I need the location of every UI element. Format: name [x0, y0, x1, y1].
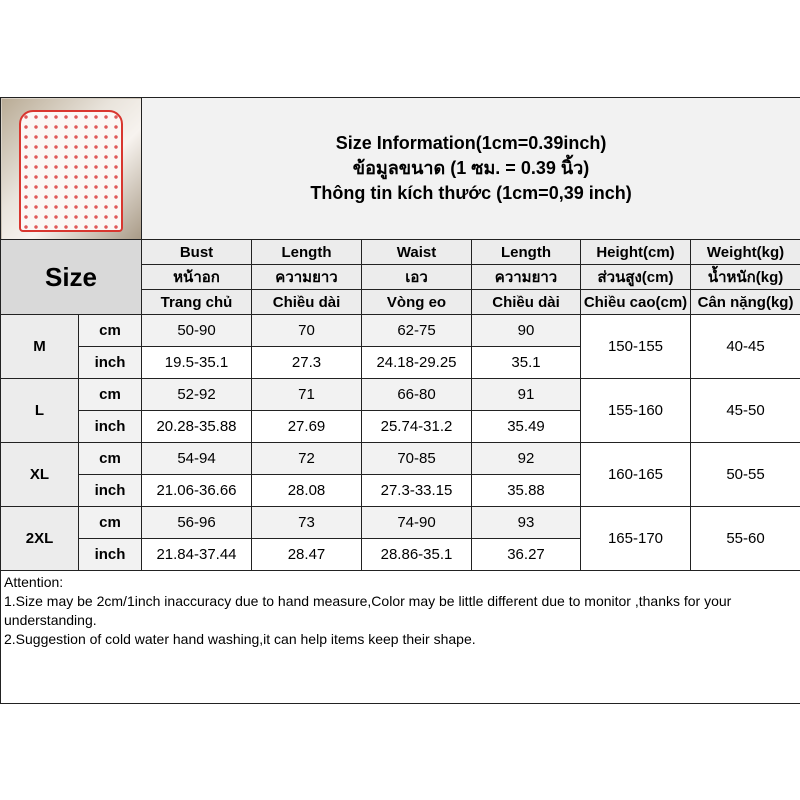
column-header: น้ำหนัก(kg) [689, 264, 800, 290]
measurement-cell: 28.08 [251, 474, 362, 507]
unit-label: cm [78, 442, 142, 475]
title-vi: Thông tin kích thước (1cm=0,39 inch) [310, 183, 632, 203]
measurement-cell: 27.3 [251, 346, 362, 379]
measurement-cell: 27.3-33.15 [361, 474, 472, 507]
title-th: ข้อมูลขนาด (1 ซม. = 0.39 นิ้ว) [352, 158, 590, 178]
measurement-cell: 21.84-37.44 [141, 538, 252, 571]
column-header: Length [471, 239, 581, 265]
attention-line: Attention: [4, 574, 64, 590]
column-header: เอว [361, 264, 472, 290]
column-header: Length [251, 239, 362, 265]
measurement-cell: 52-92 [141, 378, 252, 411]
column-header: Bust [141, 239, 252, 265]
measurement-cell: 35.88 [471, 474, 581, 507]
column-header: Height(cm) [580, 239, 691, 265]
measurement-cell: 72 [251, 442, 362, 475]
measurement-cell: 70-85 [361, 442, 472, 475]
size-label: M [0, 314, 79, 379]
measurement-cell: 35.49 [471, 410, 581, 443]
measurement-cell: 56-96 [141, 506, 252, 539]
unit-label: cm [78, 314, 142, 347]
unit-label: inch [78, 538, 142, 571]
measurement-cell: 27.69 [251, 410, 362, 443]
measurement-cell: 50-90 [141, 314, 252, 347]
attention-line: 1.Size may be 2cm/1inch inaccuracy due t… [4, 593, 732, 628]
measurement-cell: 71 [251, 378, 362, 411]
measurement-cell: 35.1 [471, 346, 581, 379]
attention-line: 2.Suggestion of cold water hand washing,… [4, 631, 476, 647]
measurement-cell: 74-90 [361, 506, 472, 539]
size-label: L [0, 378, 79, 443]
column-header: ส่วนสูง(cm) [580, 264, 691, 290]
measurement-cell: 20.28-35.88 [141, 410, 252, 443]
unit-label: inch [78, 346, 142, 379]
measurement-cell: 73 [251, 506, 362, 539]
title-en: Size Information(1cm=0.39inch) [335, 133, 607, 153]
column-header: Trang chủ [141, 289, 252, 315]
size-header: Size [0, 239, 142, 315]
weight-cell: 55-60 [689, 506, 800, 571]
size-table: Size Information(1cm=0.39inch) ข้อมูลขนา… [0, 97, 800, 704]
title-cell: Size Information(1cm=0.39inch) ข้อมูลขนา… [140, 97, 800, 240]
size-chart: Size Information(1cm=0.39inch) ข้อมูลขนา… [0, 97, 800, 704]
measurement-cell: 28.47 [251, 538, 362, 571]
column-header: Cân nặng(kg) [689, 289, 800, 315]
garment-image [19, 110, 123, 232]
measurement-cell: 19.5-35.1 [141, 346, 252, 379]
size-label: XL [0, 442, 79, 507]
height-cell: 165-170 [580, 506, 691, 571]
measurement-cell: 92 [471, 442, 581, 475]
measurement-cell: 54-94 [141, 442, 252, 475]
column-header: ความยาว [251, 264, 362, 290]
unit-label: cm [78, 378, 142, 411]
measurement-cell: 21.06-36.66 [141, 474, 252, 507]
measurement-cell: 70 [251, 314, 362, 347]
column-header: Waist [361, 239, 472, 265]
column-header: Weight(kg) [689, 239, 800, 265]
measurement-cell: 66-80 [361, 378, 472, 411]
column-header: หน้าอก [141, 264, 252, 290]
height-cell: 150-155 [580, 314, 691, 379]
column-header: Chiều dài [251, 289, 362, 315]
product-photo [0, 97, 142, 240]
unit-label: inch [78, 410, 142, 443]
measurement-cell: 24.18-29.25 [361, 346, 472, 379]
measurement-cell: 62-75 [361, 314, 472, 347]
attention-notes: Attention: 1.Size may be 2cm/1inch inaccu… [0, 570, 800, 704]
measurement-cell: 36.27 [471, 538, 581, 571]
column-header: Chiều dài [471, 289, 581, 315]
measurement-cell: 93 [471, 506, 581, 539]
measurement-cell: 28.86-35.1 [361, 538, 472, 571]
weight-cell: 40-45 [689, 314, 800, 379]
weight-cell: 50-55 [689, 442, 800, 507]
measurement-cell: 90 [471, 314, 581, 347]
unit-label: cm [78, 506, 142, 539]
column-header: Vòng eo [361, 289, 472, 315]
column-header: ความยาว [471, 264, 581, 290]
size-label: 2XL [0, 506, 79, 571]
measurement-cell: 91 [471, 378, 581, 411]
column-header: Chiều cao(cm) [580, 289, 691, 315]
height-cell: 155-160 [580, 378, 691, 443]
height-cell: 160-165 [580, 442, 691, 507]
weight-cell: 45-50 [689, 378, 800, 443]
unit-label: inch [78, 474, 142, 507]
measurement-cell: 25.74-31.2 [361, 410, 472, 443]
